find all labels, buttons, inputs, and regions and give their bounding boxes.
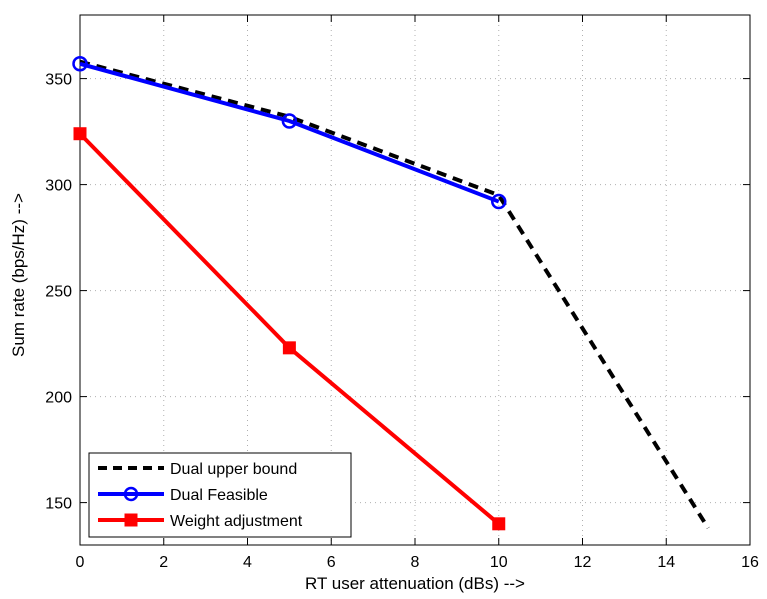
data-point-weight-adjustment (73, 127, 87, 141)
x-tick-label: 16 (741, 554, 759, 571)
y-tick-label: 200 (45, 390, 72, 407)
x-tick-label: 2 (159, 554, 168, 571)
x-tick-label: 8 (411, 554, 420, 571)
series-line-dual-feasible (79, 61, 500, 204)
x-tick-label: 10 (490, 554, 508, 571)
x-tick-label: 12 (574, 554, 592, 571)
grid-lines (80, 15, 750, 545)
legend: Dual upper bound Dual Feasible Weight ad… (88, 452, 352, 538)
data-point-dual-feasible (72, 56, 88, 72)
y-tick-label: 300 (45, 178, 72, 195)
series-line-dual-upper-bound (79, 59, 710, 530)
y-tick-label: 350 (45, 72, 72, 89)
data-series (72, 56, 710, 531)
data-point-dual-feasible (281, 113, 298, 129)
legend-marker-dual-feasible (123, 486, 139, 502)
x-tick-label: 14 (657, 554, 675, 571)
data-point-weight-adjustment (282, 341, 296, 355)
data-point-dual-feasible (491, 193, 507, 210)
x-tick-label: 0 (76, 554, 85, 571)
x-axis-label: RT user attenuation (dBs) --> (305, 574, 525, 593)
y-tick-label: 250 (45, 284, 72, 301)
legend-label-dual-upper-bound: Dual upper bound (170, 461, 297, 478)
x-tick-label: 6 (327, 554, 336, 571)
x-tick-label: 4 (243, 554, 252, 571)
data-point-weight-adjustment (492, 517, 506, 531)
legend-label-weight-adjustment: Weight adjustment (170, 513, 303, 530)
y-axis-label: Sum rate (bps/Hz) --> (9, 193, 28, 357)
y-tick-label: 150 (45, 496, 72, 513)
legend-label-dual-feasible: Dual Feasible (170, 487, 268, 504)
axis-ticks: 0 2 4 6 8 10 12 14 16 150 200 250 300 350 (45, 15, 759, 571)
legend-marker-weight-adjustment (124, 513, 138, 527)
